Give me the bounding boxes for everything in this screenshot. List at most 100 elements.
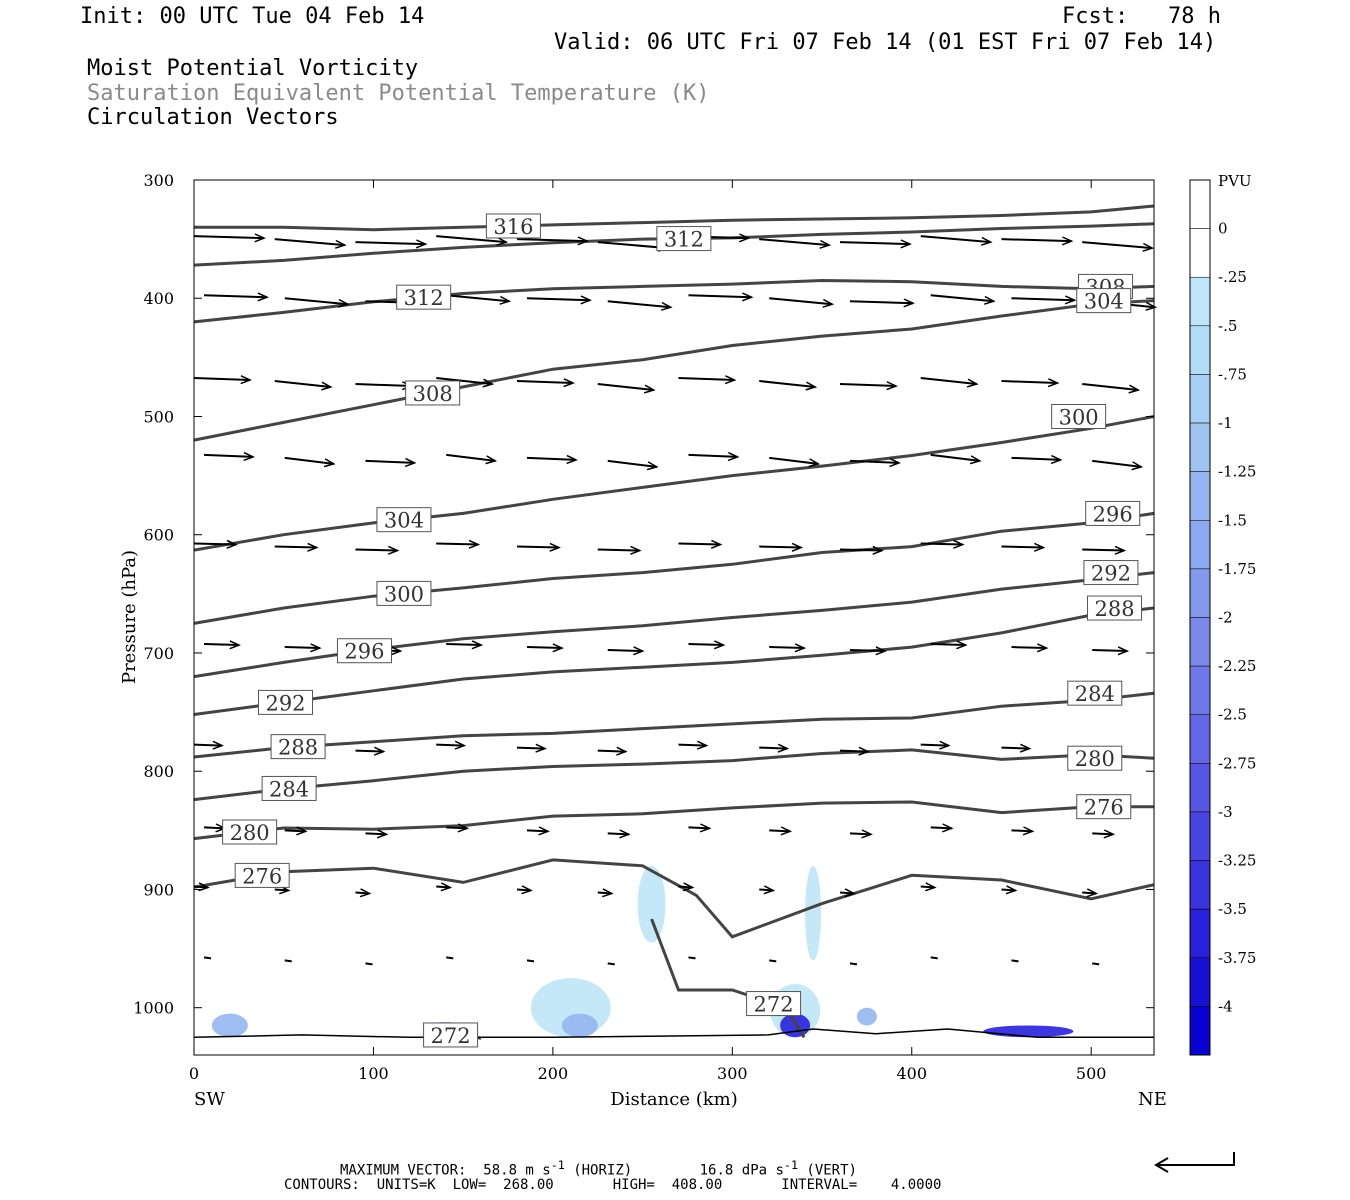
circulation-vector <box>1001 746 1030 750</box>
circulation-vector <box>839 241 911 246</box>
vector-arrowhead <box>566 454 578 465</box>
colorbar-swatch <box>1189 422 1211 472</box>
contour-label-box <box>423 1022 479 1048</box>
vector-arrowhead <box>334 239 347 249</box>
vector-arrowhead <box>1086 888 1099 898</box>
colorbar-label: -2.75 <box>1218 754 1256 772</box>
circulation-vector <box>1001 888 1016 892</box>
vector-arrowhead <box>1022 826 1035 836</box>
colorbar-label: -4 <box>1218 997 1233 1015</box>
vector-arrowhead <box>724 375 737 385</box>
y-tick-label: 400 <box>143 289 174 308</box>
circulation-vector <box>759 746 788 750</box>
circulation-vector <box>365 459 415 464</box>
vector-arrowhead <box>1142 242 1155 252</box>
theta-es-contour-line <box>193 800 1154 841</box>
colorbar-label: -2.25 <box>1218 657 1256 675</box>
vector-arrowhead <box>858 746 870 756</box>
contour-label: 284 <box>1075 682 1115 706</box>
vector-arrowhead <box>727 451 740 462</box>
x-tick-label: 400 <box>896 1064 927 1083</box>
plot-frame <box>193 179 1155 1056</box>
vector-arrowhead <box>1114 545 1127 555</box>
contour-label: 284 <box>269 777 309 801</box>
vector-arrowhead <box>699 823 712 833</box>
contour-label: 308 <box>413 382 453 406</box>
vector-arrowhead <box>482 378 495 388</box>
circulation-vector <box>516 746 546 750</box>
vector-arrowhead <box>777 743 790 753</box>
y-tick-label: 500 <box>143 407 174 426</box>
vector-arrowhead <box>1117 646 1130 656</box>
vector-arrowhead <box>900 239 912 249</box>
theta-es-contour-line <box>193 278 1155 324</box>
circulation-vector <box>1001 238 1072 243</box>
vector-arrowhead <box>376 829 389 839</box>
vector-arrowhead <box>805 381 818 391</box>
contour-label-box <box>234 862 290 888</box>
vector-arrowhead <box>696 740 709 750</box>
vector-arrowhead <box>780 826 793 836</box>
circulation-vector <box>607 832 629 836</box>
colorbar-swatch <box>1189 617 1211 667</box>
circulation-vector <box>203 826 226 830</box>
circulation-vector <box>284 646 320 650</box>
circulation-vector <box>284 297 348 306</box>
circulation-vector <box>849 300 914 305</box>
circulation-vector <box>365 832 387 836</box>
vector-arrowhead <box>580 295 592 305</box>
circulation-vector <box>920 542 963 546</box>
vector-arrowhead <box>861 829 873 839</box>
vector-arrowhead <box>966 378 979 388</box>
colorbar-label: 0 <box>1218 220 1228 238</box>
circulation-vector <box>1082 548 1125 552</box>
vector-arrowhead <box>1050 454 1063 465</box>
circulation-vector <box>1082 241 1153 250</box>
theta-es-contour-line <box>193 511 1155 625</box>
vector-arrowhead <box>1061 236 1074 246</box>
circulation-vector <box>839 548 883 552</box>
vector-arrowhead <box>457 823 470 833</box>
circulation-vector <box>274 888 289 892</box>
vector-arrowhead <box>643 384 656 394</box>
contour-label-box <box>1051 403 1107 429</box>
vector-arrowhead <box>373 746 386 756</box>
circulation-vectors <box>193 233 1158 966</box>
colorbar-swatch <box>1189 957 1211 1007</box>
circulation-vector <box>365 962 373 966</box>
circulation-vector <box>203 294 268 299</box>
y-tick-label: 300 <box>143 171 174 190</box>
circulation-vector <box>769 456 819 465</box>
circulation-vector <box>769 959 777 963</box>
vector-arrowhead <box>323 458 336 468</box>
mpv-area <box>780 1013 811 1038</box>
circulation-vector <box>1011 959 1019 963</box>
contour-label-box <box>336 638 392 664</box>
colorbar-swatch <box>1189 908 1211 959</box>
circulation-vector <box>678 377 735 382</box>
vector-arrowhead <box>229 640 241 650</box>
vector-arrowhead <box>738 233 751 243</box>
colorbar-swatch <box>1189 1006 1211 1056</box>
circulation-vector <box>678 542 721 546</box>
y-tick-label: 1000 <box>133 999 174 1018</box>
colorbar-label: -2.5 <box>1218 706 1247 724</box>
vector-arrowhead <box>942 823 954 833</box>
circulation-vector <box>920 885 935 889</box>
circulation-vector <box>355 891 370 895</box>
contour-label-box <box>258 689 314 715</box>
circulation-vector <box>274 545 317 549</box>
vector-arrowhead <box>763 885 776 895</box>
contour-label-box <box>396 284 452 310</box>
circulation-vector <box>930 643 966 647</box>
forecast-hour: Fcst: 78 h <box>1062 4 1221 29</box>
x-tick-label: 500 <box>1076 1064 1107 1083</box>
vector-arrowhead <box>1019 743 1032 753</box>
vector-arrowhead <box>682 882 695 892</box>
circulation-vector <box>203 453 254 458</box>
circulation-vector <box>193 235 265 240</box>
circulation-vector <box>607 962 615 966</box>
vector-arrowhead <box>1128 384 1141 394</box>
colorbar-swatch <box>1189 665 1211 715</box>
